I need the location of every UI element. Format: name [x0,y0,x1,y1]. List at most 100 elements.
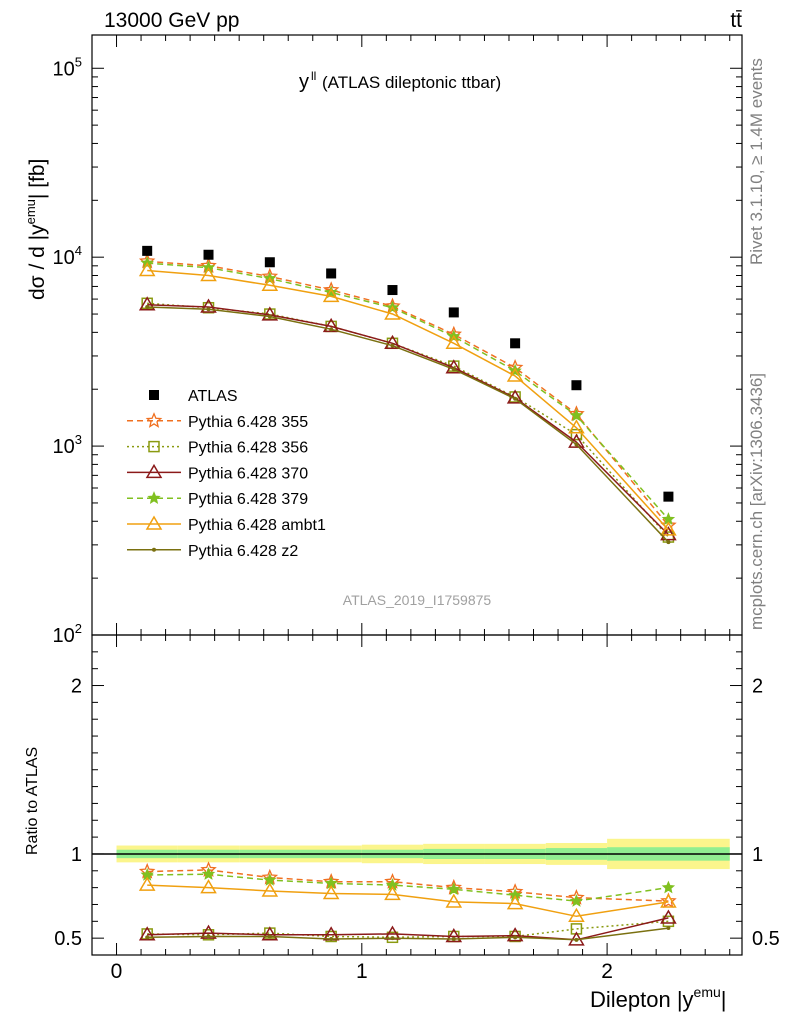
ratio-point-370 [138,926,156,941]
ratio-tick-label-left: 0.5 [54,928,82,950]
series-point-z2 [513,396,518,401]
series-point-ambt1 [138,262,156,277]
legend-marker [148,440,160,453]
legend-marker [147,491,161,504]
ratio-tick-label-right: 1 [752,844,763,866]
series-point-370 [322,317,340,333]
data-point-atlas [663,491,674,502]
ratio-tick-label-left: 1 [71,844,82,866]
series-line-379 [147,262,669,520]
svg-text:Dilepton |yemu|: Dilepton |yemu| [590,984,727,1012]
ratio-point-379 [201,867,216,880]
ratio-point-370 [261,926,279,941]
ratio-point-ambt1 [138,876,156,891]
ratio-axis-label: Ratio to ATLAS [24,747,41,855]
data-point-atlas [510,338,521,349]
y-axis-label: dσ / d |yemu| [fb] [23,159,49,300]
header-process: 13000 GeV pp [104,9,239,32]
series-point-z2 [329,327,334,332]
series-line-355 [147,260,669,526]
ratio-tick-label-right: 0.5 [752,928,780,950]
ratio-tick-label-left: 2 [71,676,82,698]
ratio-point-379 [569,894,584,907]
svg-text:ll: ll [311,69,316,83]
ratio-point-ambt1 [261,882,279,897]
ratio-plot-frame [91,634,743,956]
ratio-point-z2 [390,936,395,941]
series-point-370 [660,526,677,541]
series-point-ambt1 [261,276,279,292]
ratio-point-z2 [145,935,150,940]
x-tick-label: 0 [111,960,123,983]
series-point-z2 [206,307,211,312]
legend: ATLAS Pythia 6.428 355 Pythia 6.428 356 Pyt… [127,388,326,560]
series-point-ambt1 [200,266,217,282]
series-point-z2 [666,540,671,545]
ratio-point-z2 [574,937,579,942]
ratio-point-355 [660,892,677,909]
mcplots-label: mcplots.cern.ch [arXiv:1306.3436] [747,373,766,630]
legend-label: Pythia 6.428 ambt1 [188,517,326,534]
ratio-point-ambt1 [568,907,585,923]
data-point-atlas [203,249,214,260]
ratio-point-379 [661,880,676,894]
x-axis-label: Dilepton |yemu| [590,984,727,1012]
y-tick-label: 105 [53,54,82,80]
ratio-point-ambt1 [506,895,524,910]
legend-marker [149,390,159,400]
series-point-z2 [451,367,456,372]
data-point-atlas [387,285,398,296]
series-point-370 [261,306,279,321]
series-line-ambt1 [147,269,669,531]
series-point-379 [324,285,338,299]
svg-text:y: y [299,71,309,93]
plot-title: y ll (ATLAS dileptonic ttbar) [299,69,501,93]
ratio-point-370 [506,927,524,942]
data-point-atlas [142,245,153,256]
ratio-point-ambt1 [660,893,677,908]
legend-marker [145,412,163,428]
y-tick-label: 103 [53,432,82,458]
x-tick-label: 1 [356,960,368,983]
series-point-z2 [145,304,150,309]
ratio-bands [92,838,742,870]
series-point-ambt1 [445,334,463,350]
svg-text:(ATLAS dileptonic ttbar): (ATLAS dileptonic ttbar) [322,73,501,92]
legend-label: Pythia 6.428 355 [188,414,308,431]
ratio-point-379 [447,882,461,896]
legend-marker [152,547,156,552]
data-point-atlas [264,257,275,268]
series-point-z2 [267,314,272,319]
data-point-atlas [326,268,337,279]
ratio-point-370 [660,909,677,924]
legend-label: Pythia 6.428 z2 [188,543,298,560]
ratio-point-z2 [329,937,334,941]
ratio-line-379 [147,873,669,902]
rivet-label: Rivet 3.1.10, ≥ 1.4M events [747,58,766,265]
legend-label: ATLAS [188,388,238,405]
x-tick-label: 2 [601,960,613,983]
series-point-z2 [574,442,579,447]
series-point-z2 [390,343,395,348]
legend-label: Pythia 6.428 370 [188,465,308,482]
series-point-370 [384,334,401,350]
legend-marker [145,463,163,479]
ratio-point-z2 [451,937,456,941]
series-line-370 [147,303,669,536]
ratio-point-ambt1 [200,879,217,894]
ratio-point-z2 [267,934,272,939]
y-tick-label: 104 [53,243,82,269]
data-point-atlas [448,307,459,318]
legend-marker [145,515,163,530]
series-point-ambt1 [384,305,401,320]
series-point-ambt1 [506,367,524,382]
ratio-point-ambt1 [384,885,401,901]
series-point-370 [138,296,156,311]
ratio-point-z2 [666,926,671,931]
ratio-tick-label-right: 2 [752,676,763,698]
legend-label: Pythia 6.428 356 [188,440,308,457]
ratio-line-ambt1 [147,884,669,918]
ratio-point-z2 [206,934,211,939]
series-point-ambt1 [660,521,677,536]
